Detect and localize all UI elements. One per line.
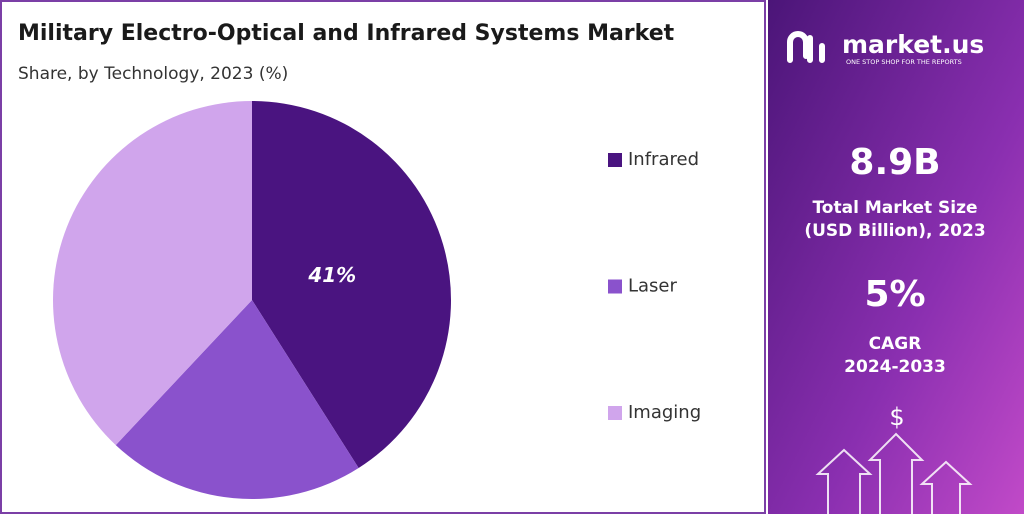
market-size-label: (USD Billion), 2023 (804, 221, 985, 241)
cagr-label: CAGR (869, 334, 922, 354)
chart-title: Military Electro-Optical and Infrared Sy… (18, 21, 675, 46)
chart-subtitle: Share, by Technology, 2023 (%) (18, 64, 288, 84)
legend-swatch (608, 279, 622, 294)
brand: market.us (842, 30, 984, 59)
legend: Infrared Laser Imaging (608, 149, 701, 423)
data-label: 41% (307, 263, 356, 287)
cagr: 5% (864, 274, 925, 315)
legend-swatch (608, 153, 622, 167)
pie: 41% (53, 100, 452, 500)
arrows (815, 432, 973, 514)
market-size: 8.9B (849, 142, 940, 183)
legend-label: Infrared (628, 149, 699, 170)
pie-slice (115, 300, 359, 500)
legend-swatch (608, 406, 622, 420)
dollar-icon: $ (889, 403, 904, 431)
legend-label: Imaging (628, 402, 701, 423)
logo (787, 31, 825, 63)
pie-slice (53, 100, 252, 446)
side-panel (768, 0, 1024, 514)
tagline: ONE STOP SHOP FOR THE REPORTS (846, 58, 962, 66)
legend-label: Laser (628, 276, 678, 297)
pie-slice (252, 101, 452, 469)
cagr-label: 2024-2033 (844, 357, 946, 377)
market-size-label: Total Market Size (812, 198, 977, 218)
